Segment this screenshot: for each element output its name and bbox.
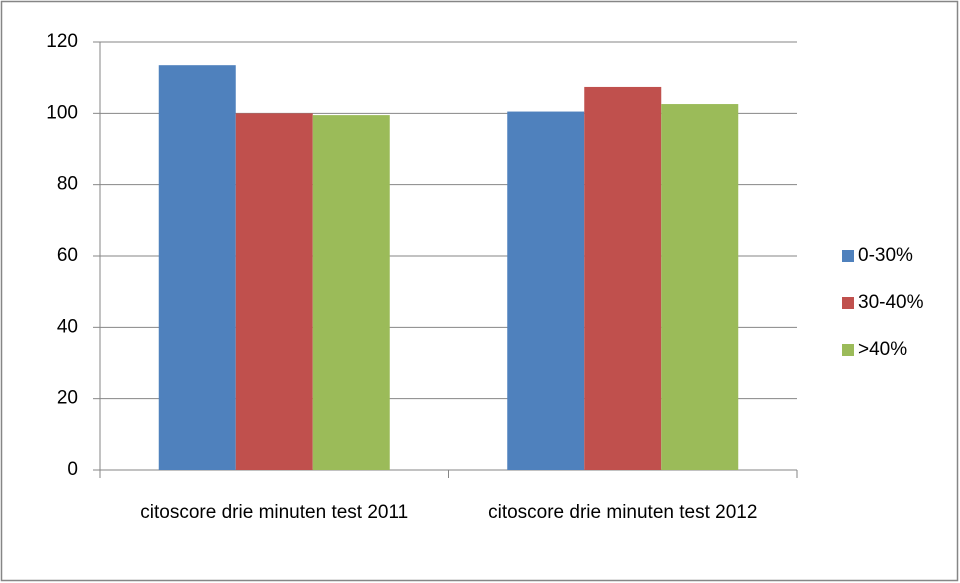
bar — [507, 111, 585, 471]
y-tick-label: 120 — [46, 31, 78, 52]
x-tick-label: citoscore drie minuten test 2011 — [140, 502, 409, 523]
legend-swatch — [842, 297, 854, 309]
legend-swatch — [842, 344, 854, 356]
y-tick-label: 40 — [57, 316, 78, 337]
legend-label: 30-40% — [858, 292, 924, 313]
y-tick-label: 60 — [57, 245, 78, 266]
bar — [661, 104, 739, 470]
legend-swatch — [842, 250, 854, 262]
y-tick-label: 80 — [57, 174, 78, 195]
legend-label: 0-30% — [858, 245, 913, 266]
bar — [312, 115, 390, 470]
bar — [158, 65, 236, 470]
x-tick-label: citoscore drie minuten test 2012 — [488, 502, 758, 523]
y-tick-label: 100 — [46, 102, 78, 123]
bar — [584, 86, 662, 470]
y-tick-label: 20 — [57, 388, 78, 409]
bar — [235, 113, 313, 470]
legend-label: >40% — [858, 339, 907, 360]
y-tick-label: 0 — [67, 459, 78, 480]
